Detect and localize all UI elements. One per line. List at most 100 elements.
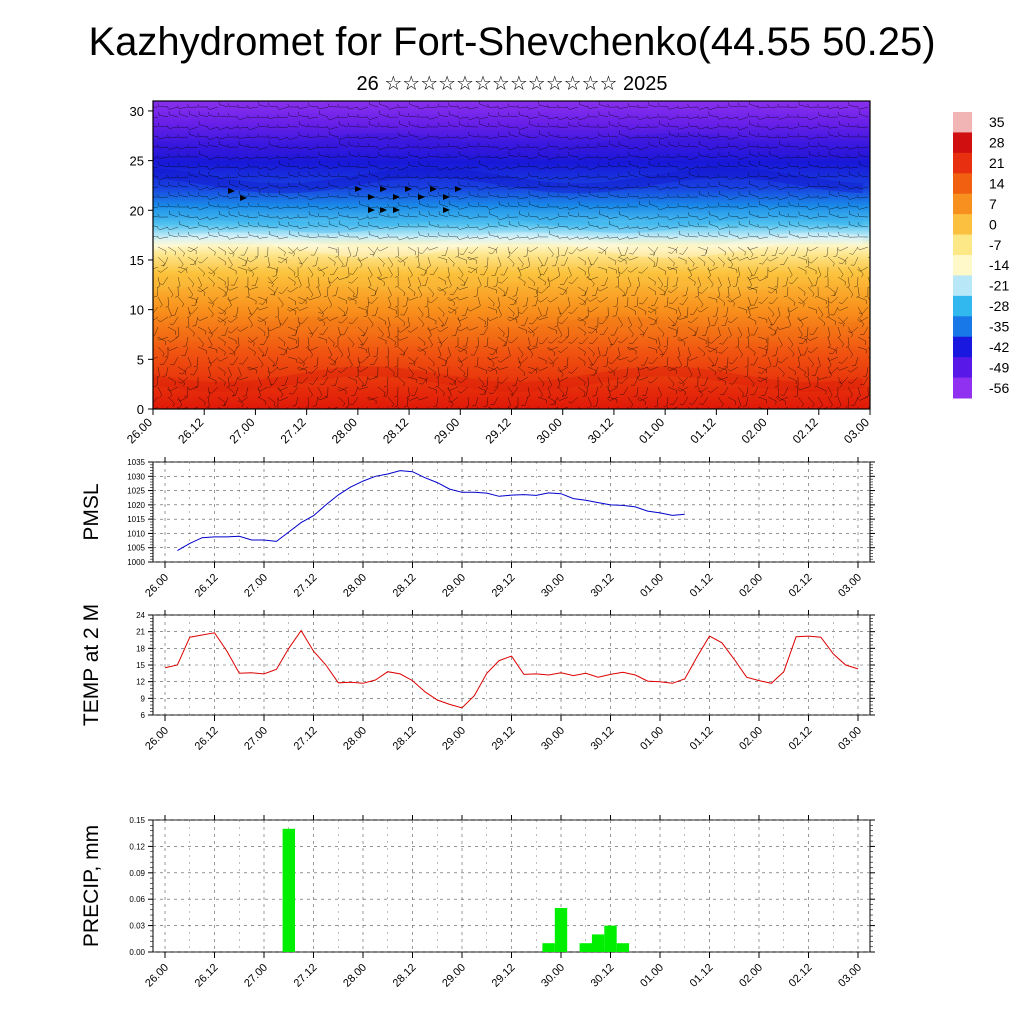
wind-barb-feather <box>397 104 400 108</box>
wind-barb <box>412 356 419 365</box>
wind-barb <box>173 356 179 366</box>
wind-barb-feather <box>507 237 510 241</box>
wind-barb <box>417 256 420 266</box>
x-tick-label: 27.12 <box>278 415 309 446</box>
wind-barb-feather <box>335 255 339 258</box>
wind-barb-feather <box>208 361 212 364</box>
wind-barb-feather <box>617 185 620 190</box>
wind-barb <box>275 266 279 276</box>
wind-barb-feather <box>668 141 670 145</box>
wind-barb-feather <box>237 234 240 238</box>
wind-barb <box>829 235 839 238</box>
wind-barb <box>707 256 715 264</box>
wind-barb <box>441 336 449 344</box>
wind-barb-feather <box>538 101 540 106</box>
wind-barb <box>227 366 232 376</box>
wind-barb-feather <box>526 106 530 110</box>
wind-barb <box>581 336 589 344</box>
wind-barb-feather <box>307 197 310 201</box>
wind-barb-feather <box>764 345 768 348</box>
colorbar-label: -42 <box>989 339 1009 355</box>
wind-barb <box>234 376 239 386</box>
wind-barb-feather <box>257 146 260 150</box>
wind-barb-feather <box>148 194 149 197</box>
y-tick-label: 1015 <box>127 515 145 524</box>
wind-barb <box>782 246 789 255</box>
wind-barb <box>289 156 299 160</box>
wind-barb-feather <box>827 345 831 348</box>
wind-barb-feather <box>647 134 650 139</box>
wind-barb <box>567 266 572 276</box>
wind-barb-feather <box>159 394 163 398</box>
wind-barb <box>597 406 601 409</box>
wind-barb <box>599 104 609 108</box>
wind-barb <box>449 114 459 118</box>
wind-barb <box>759 106 769 109</box>
wind-barb-feather <box>287 145 290 149</box>
wind-barb <box>169 114 179 118</box>
colorbar-label: 21 <box>989 155 1005 171</box>
wind-barb <box>699 106 709 110</box>
wind-barb-feather <box>434 372 436 376</box>
wind-barb <box>609 176 619 180</box>
wind-barb <box>609 236 619 239</box>
wind-barb <box>651 376 659 384</box>
wind-barb-feather <box>847 133 850 137</box>
wind-barb-feather <box>298 231 300 236</box>
wind-barb-feather <box>329 273 334 275</box>
wind-barb <box>259 306 269 311</box>
wind-barb <box>328 196 339 198</box>
wind-barb <box>229 156 239 160</box>
wind-barb-feather <box>657 162 660 167</box>
wind-barb-feather <box>467 256 470 260</box>
wind-barb-feather <box>639 333 644 335</box>
y-tick-label: 1005 <box>127 544 145 553</box>
wind-barb <box>197 286 206 293</box>
wind-barb-feather <box>461 274 464 278</box>
wind-barb <box>747 346 756 353</box>
wind-barb-feather <box>310 334 313 338</box>
x-tick-label: 02.12 <box>787 725 815 753</box>
wind-barb-feather <box>387 143 390 148</box>
wind-barb <box>797 266 807 272</box>
wind-barb <box>339 136 349 140</box>
wind-barb <box>807 286 815 294</box>
wind-pennant <box>455 186 462 192</box>
wind-barb-feather <box>757 123 760 127</box>
wind-barb-feather <box>794 371 796 376</box>
wind-barb <box>460 376 469 383</box>
wind-barb-feather <box>437 329 441 332</box>
wind-barb-feather <box>533 282 536 287</box>
wind-barb <box>379 214 389 218</box>
wind-barb-feather <box>199 285 202 288</box>
wind-barb <box>607 366 616 373</box>
wind-barb <box>387 306 397 311</box>
wind-barb-feather <box>527 330 532 334</box>
wind-barb <box>199 236 209 240</box>
wind-barb <box>559 116 569 121</box>
wind-barb <box>169 106 179 110</box>
wind-barb-feather <box>497 194 500 198</box>
wind-barb-feather <box>357 164 360 168</box>
wind-barb-feather <box>357 361 362 364</box>
wind-barb-feather <box>238 412 241 413</box>
wind-barb-feather <box>807 103 810 108</box>
wind-barb <box>598 206 609 209</box>
wind-barb-feather <box>528 371 532 374</box>
wind-barb-feather <box>561 393 565 398</box>
wind-barb <box>634 286 639 296</box>
wind-barb <box>477 356 479 367</box>
colorbar-cell <box>953 316 972 338</box>
wind-barb <box>439 286 449 292</box>
wind-barb <box>219 136 229 140</box>
wind-barb-feather <box>694 413 695 416</box>
wind-barb-feather <box>737 235 740 239</box>
wind-barb-feather <box>727 136 730 140</box>
x-tick-label: 29.12 <box>482 415 513 446</box>
wind-barb-feather <box>507 213 510 218</box>
y-tick-label: 1010 <box>127 529 145 538</box>
wind-barb-feather <box>617 357 620 361</box>
wind-barb-feather <box>322 375 327 377</box>
wind-barb-feather <box>297 145 300 149</box>
wind-barb <box>377 256 385 264</box>
